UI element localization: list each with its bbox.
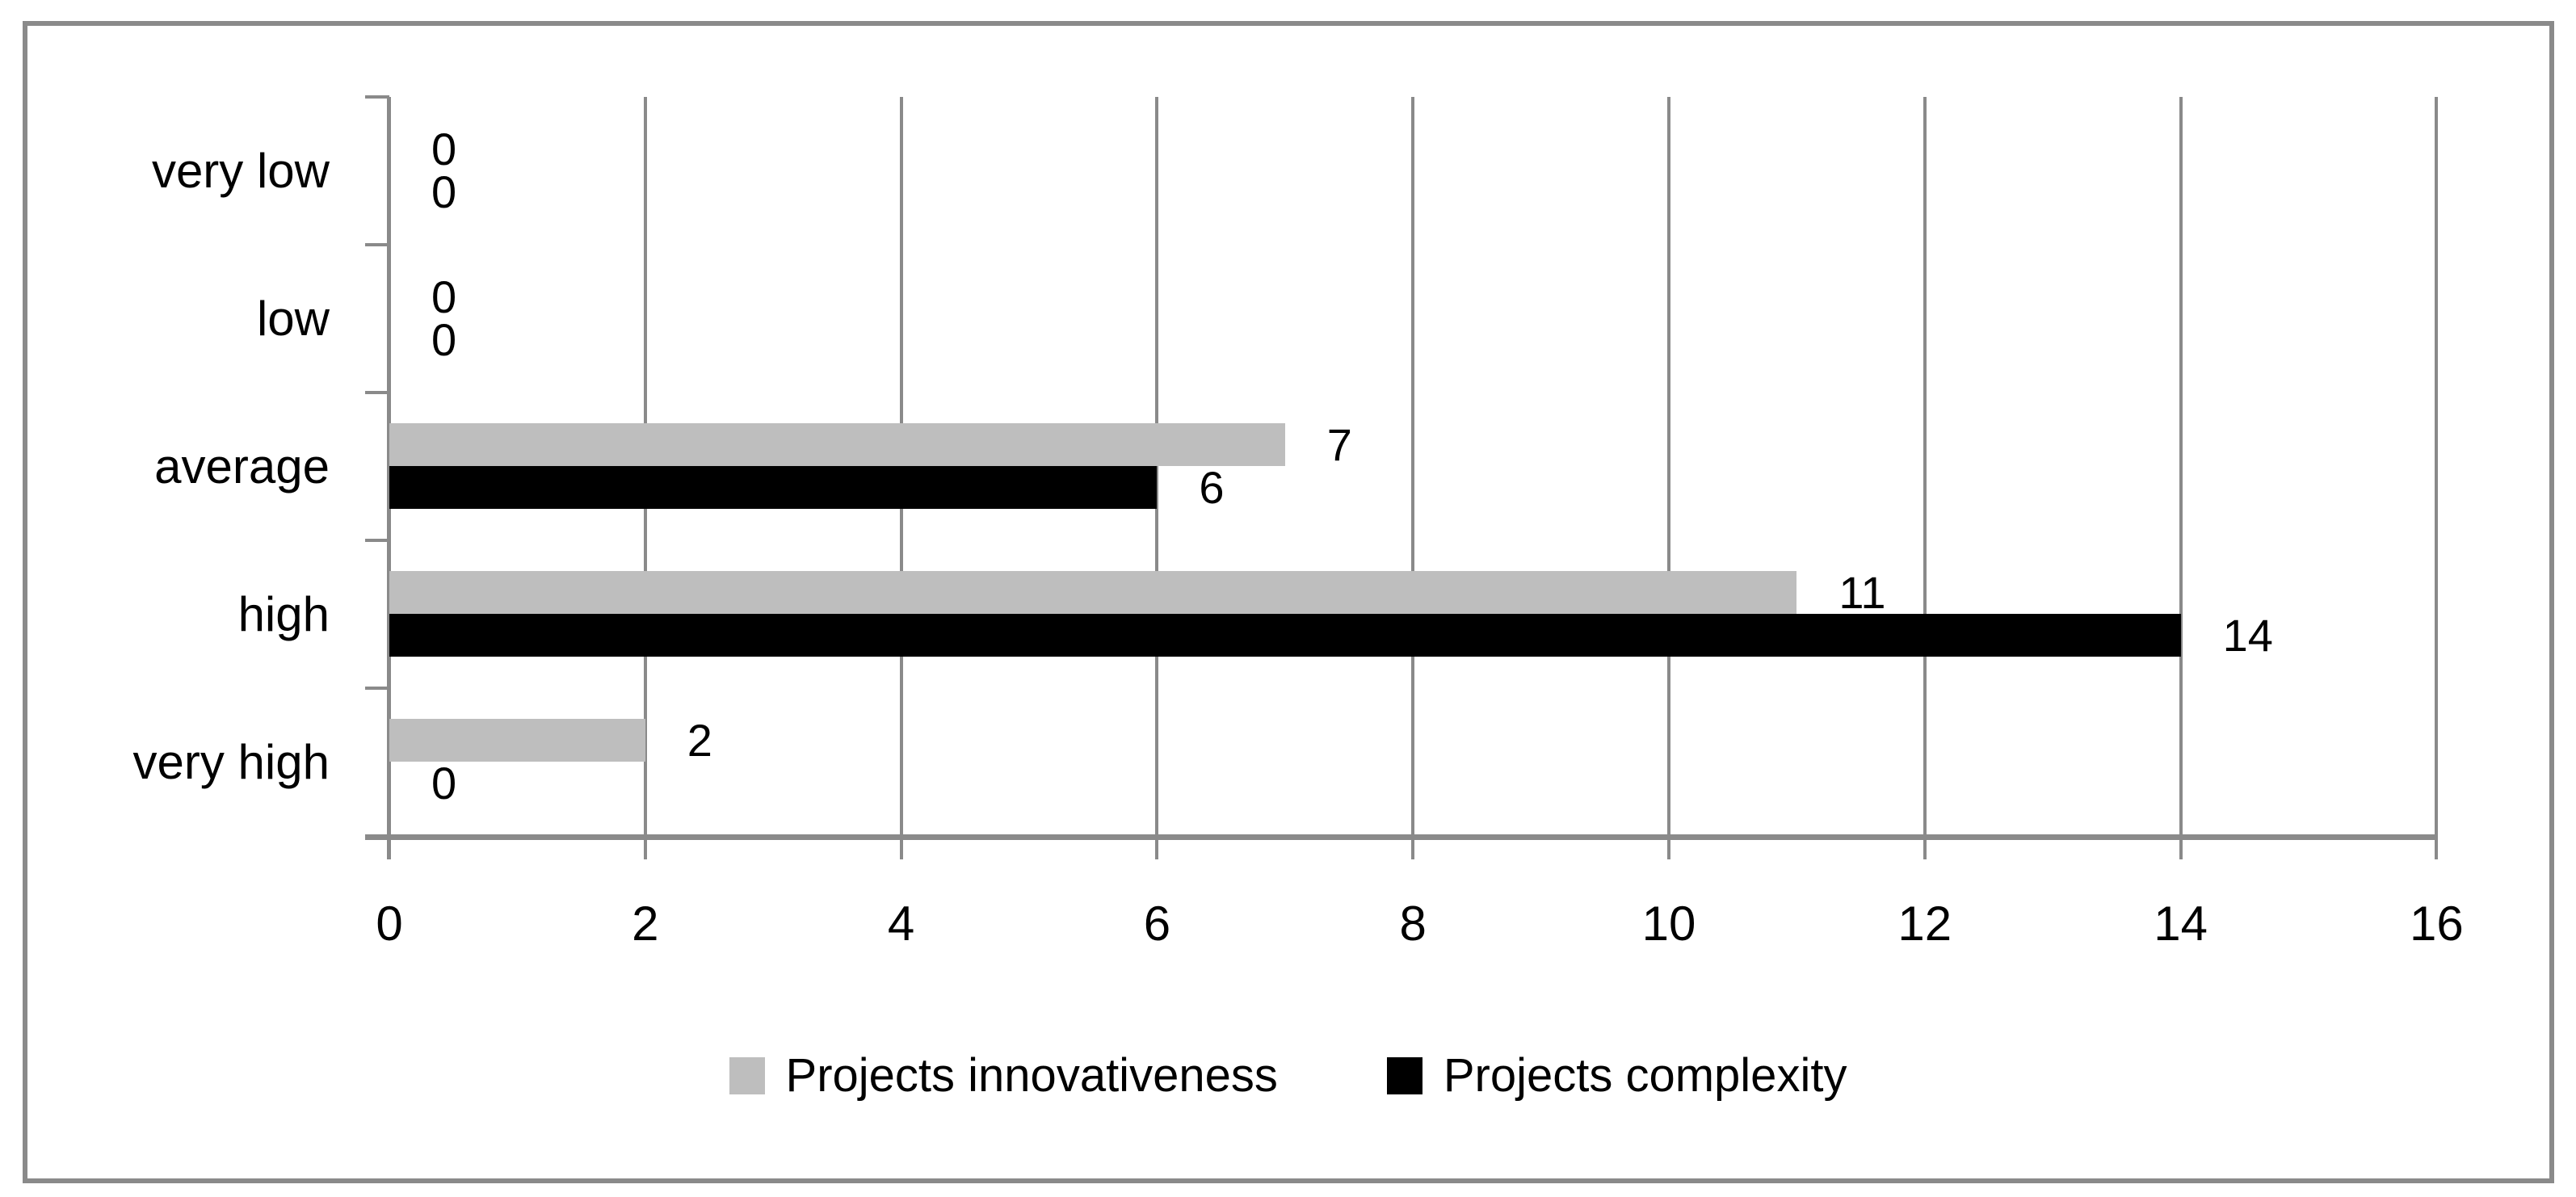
legend-item-projects-innovativeness: Projects innovativeness: [729, 1047, 1278, 1105]
x-axis-tick-label-12: 12: [1897, 897, 1952, 951]
data-label-very-high-series0: 2: [687, 714, 712, 766]
gridline: [2435, 97, 2439, 834]
x-axis-tick-label-8: 8: [1399, 897, 1427, 951]
x-axis-line: [365, 834, 2438, 840]
data-label-very-low-series1: 0: [431, 166, 457, 217]
data-label-very-high-series1: 0: [431, 757, 457, 808]
data-label-average-series0: 7: [1326, 418, 1352, 470]
x-axis-tick: [2179, 840, 2183, 859]
data-label-high-series1: 14: [2222, 609, 2273, 661]
category-label-average: average: [154, 439, 330, 494]
chart-border-frame: [23, 21, 2554, 1183]
legend-label-projects-innovativeness: Projects innovativeness: [785, 1049, 1278, 1102]
y-axis-tick: [365, 687, 389, 690]
y-axis-tick: [365, 243, 389, 246]
data-label-low-series0: 0: [431, 271, 457, 322]
x-axis-tick-label-16: 16: [2410, 897, 2464, 951]
x-axis-tick-label-14: 14: [2154, 897, 2208, 951]
legend-swatch-projects-complexity: [1386, 1057, 1422, 1094]
data-label-low-series1: 0: [431, 313, 457, 365]
x-axis-tick: [899, 840, 903, 859]
x-axis-tick-label-6: 6: [1143, 897, 1171, 951]
category-label-very-low: very low: [151, 143, 330, 198]
x-axis-tick: [1923, 840, 1927, 859]
gridline: [1411, 97, 1415, 834]
category-label-very-high: very high: [132, 734, 330, 789]
x-axis-tick-label-4: 4: [887, 897, 915, 951]
bar-projects-innovativeness-average: [389, 423, 1285, 466]
x-axis-tick: [1667, 840, 1670, 859]
x-axis-tick: [1155, 840, 1159, 859]
y-axis-tick: [365, 391, 389, 394]
data-label-average-series1: 6: [1199, 461, 1225, 513]
gridline: [1923, 97, 1927, 834]
gridline: [2179, 97, 2183, 834]
gridline: [1667, 97, 1670, 834]
legend-swatch-projects-innovativeness: [729, 1057, 765, 1094]
legend-label-projects-complexity: Projects complexity: [1443, 1049, 1847, 1102]
bar-projects-complexity-high: [389, 614, 2181, 657]
bar-projects-innovativeness-very-high: [389, 719, 645, 762]
bar-projects-innovativeness-high: [389, 571, 1797, 614]
x-axis-tick: [1411, 840, 1415, 859]
x-axis-tick: [643, 840, 647, 859]
x-axis-tick-label-0: 0: [376, 897, 403, 951]
data-label-very-low-series0: 0: [431, 123, 457, 174]
category-label-high: high: [237, 586, 330, 641]
legend: Projects innovativeness Projects complex…: [0, 1047, 2576, 1105]
bar-projects-complexity-average: [389, 466, 1158, 509]
x-axis-tick: [2435, 840, 2439, 859]
data-label-high-series0: 11: [1838, 566, 1886, 618]
y-axis-tick: [365, 539, 389, 542]
y-axis-tick: [365, 95, 389, 99]
category-label-low: low: [256, 291, 330, 346]
x-axis-tick-label-10: 10: [1641, 897, 1696, 951]
x-axis-tick-label-2: 2: [632, 897, 659, 951]
y-axis-line: [387, 97, 391, 859]
legend-item-projects-complexity: Projects complexity: [1386, 1047, 1847, 1105]
